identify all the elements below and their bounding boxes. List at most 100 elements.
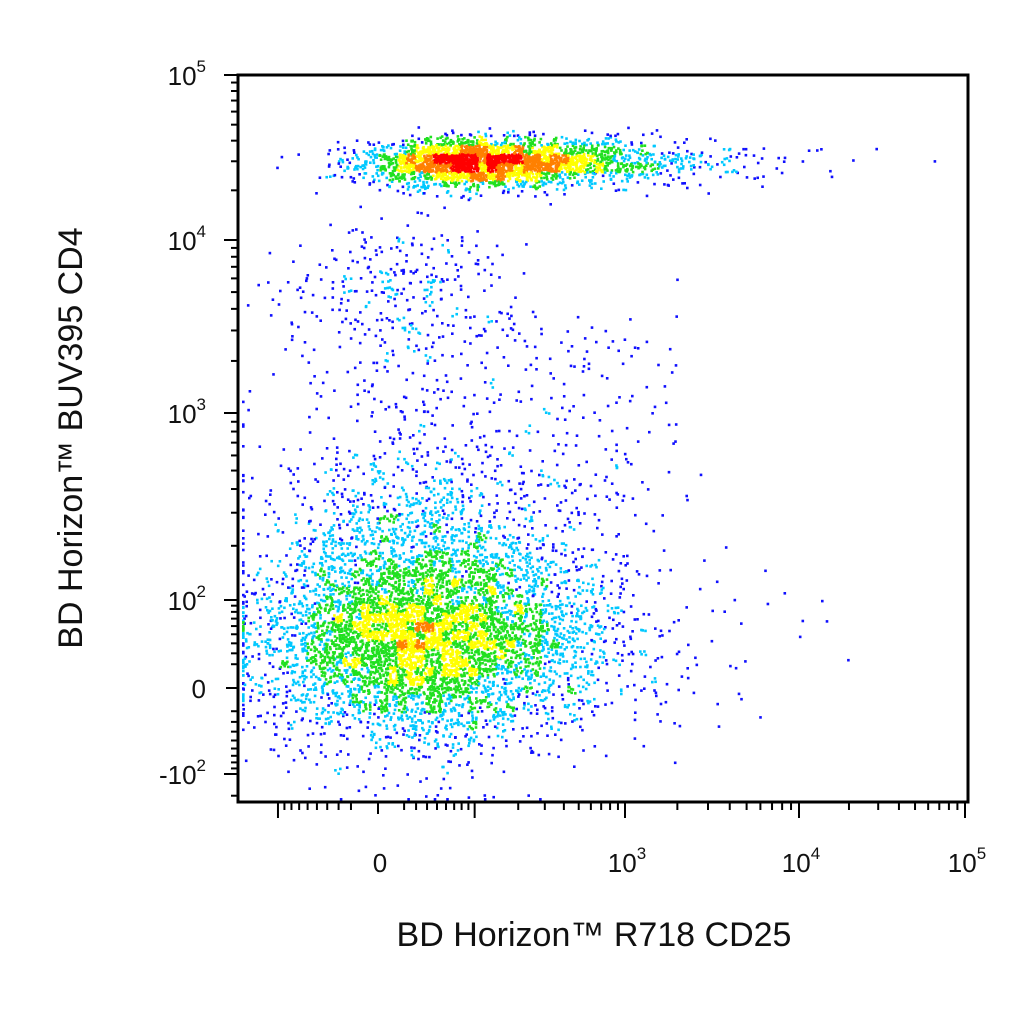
event-dot [376, 618, 380, 621]
event-dot [611, 142, 615, 146]
event-dot [432, 660, 435, 664]
event-dot [312, 562, 316, 566]
event-dot [491, 174, 495, 178]
event-dot [553, 170, 556, 173]
event-dot [255, 573, 259, 577]
event-dot [334, 694, 338, 698]
event-dot [479, 141, 483, 145]
event-dot [416, 165, 420, 168]
event-dot [375, 156, 378, 159]
event-dot [355, 615, 359, 619]
event-dot [363, 172, 367, 175]
event-dot [467, 585, 470, 589]
event-dot [560, 135, 564, 139]
event-dot [361, 593, 365, 596]
event-dot [500, 711, 504, 714]
event-dot [657, 363, 660, 367]
event-dot [351, 180, 354, 183]
event-dot [520, 166, 524, 170]
event-dot [603, 145, 607, 149]
event-dot [449, 176, 453, 180]
event-dot [489, 596, 492, 599]
event-dot [458, 165, 461, 169]
event-dot [612, 175, 615, 178]
event-dot [615, 159, 619, 163]
event-dot [495, 175, 498, 179]
event-dot [525, 579, 528, 582]
event-dot [583, 157, 587, 160]
event-dot [437, 621, 441, 625]
event-dot [525, 178, 529, 181]
event-dot [438, 526, 442, 529]
event-dot [409, 165, 413, 168]
event-dot [479, 178, 482, 181]
event-dot [660, 152, 664, 155]
event-dot [517, 167, 520, 170]
event-dot [585, 589, 589, 592]
event-dot [319, 614, 322, 617]
event-dot [348, 703, 352, 706]
event-dot [552, 639, 555, 643]
event-dot [642, 133, 645, 137]
event-dot [543, 156, 546, 159]
event-dot [424, 142, 428, 145]
event-dot [507, 160, 510, 163]
event-dot [798, 635, 802, 639]
event-dot [571, 151, 575, 155]
event-dot [527, 172, 530, 175]
event-dot [529, 138, 533, 142]
event-dot [509, 164, 513, 168]
event-dot [383, 165, 386, 168]
event-dot [593, 681, 596, 685]
event-dot [501, 647, 505, 650]
event-dot [631, 166, 634, 170]
event-dot [583, 512, 586, 515]
event-dot [546, 143, 550, 146]
event-dot [353, 624, 357, 628]
event-dot [387, 405, 391, 409]
event-dot [515, 707, 518, 711]
event-dot [449, 143, 452, 147]
event-dot [502, 160, 506, 163]
event-dot [440, 174, 443, 178]
event-dot [377, 652, 381, 656]
event-dot [346, 165, 349, 169]
event-dot [488, 157, 492, 161]
event-dot [437, 164, 440, 167]
event-dot [606, 142, 609, 145]
event-dot [476, 645, 479, 649]
event-dot [365, 577, 369, 581]
event-dot [401, 698, 405, 702]
event-dot [272, 373, 275, 376]
event-dot [564, 184, 567, 187]
event-dot [558, 174, 561, 177]
event-dot [448, 156, 451, 160]
event-dot [482, 643, 485, 647]
event-dot [424, 506, 428, 510]
event-dot [381, 166, 384, 169]
event-dot [428, 157, 432, 161]
event-dot [581, 148, 584, 151]
event-dot [431, 150, 435, 153]
event-dot [441, 156, 444, 159]
event-dot [465, 590, 469, 594]
event-dot [553, 478, 556, 482]
event-dot [429, 155, 432, 158]
event-dot [488, 639, 492, 642]
event-dot [527, 136, 530, 140]
event-dot [578, 156, 581, 160]
event-dot [801, 160, 805, 163]
event-dot [439, 506, 443, 509]
event-dot [574, 141, 577, 144]
event-dot [377, 660, 380, 664]
event-dot [501, 671, 504, 675]
event-dot [438, 183, 442, 186]
event-dot [355, 139, 359, 142]
event-dot [477, 167, 480, 170]
event-dot [389, 160, 393, 163]
event-dot [590, 131, 594, 135]
event-dot [472, 739, 476, 743]
event-dot [486, 562, 489, 565]
event-dot [449, 566, 453, 569]
event-dot [435, 406, 438, 410]
